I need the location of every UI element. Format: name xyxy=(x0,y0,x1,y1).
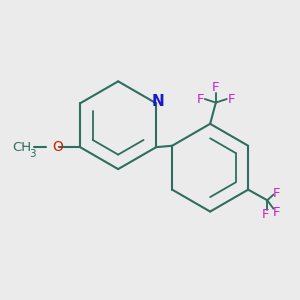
Text: methoxy: methoxy xyxy=(21,145,28,146)
Text: F: F xyxy=(262,208,270,221)
Text: CH: CH xyxy=(13,141,32,154)
Text: F: F xyxy=(196,92,204,106)
Text: 3: 3 xyxy=(29,148,35,158)
Text: F: F xyxy=(228,92,235,106)
Text: F: F xyxy=(273,187,280,200)
Text: O: O xyxy=(52,140,63,154)
Text: N: N xyxy=(151,94,164,109)
Text: F: F xyxy=(273,206,280,220)
Text: F: F xyxy=(212,80,220,94)
